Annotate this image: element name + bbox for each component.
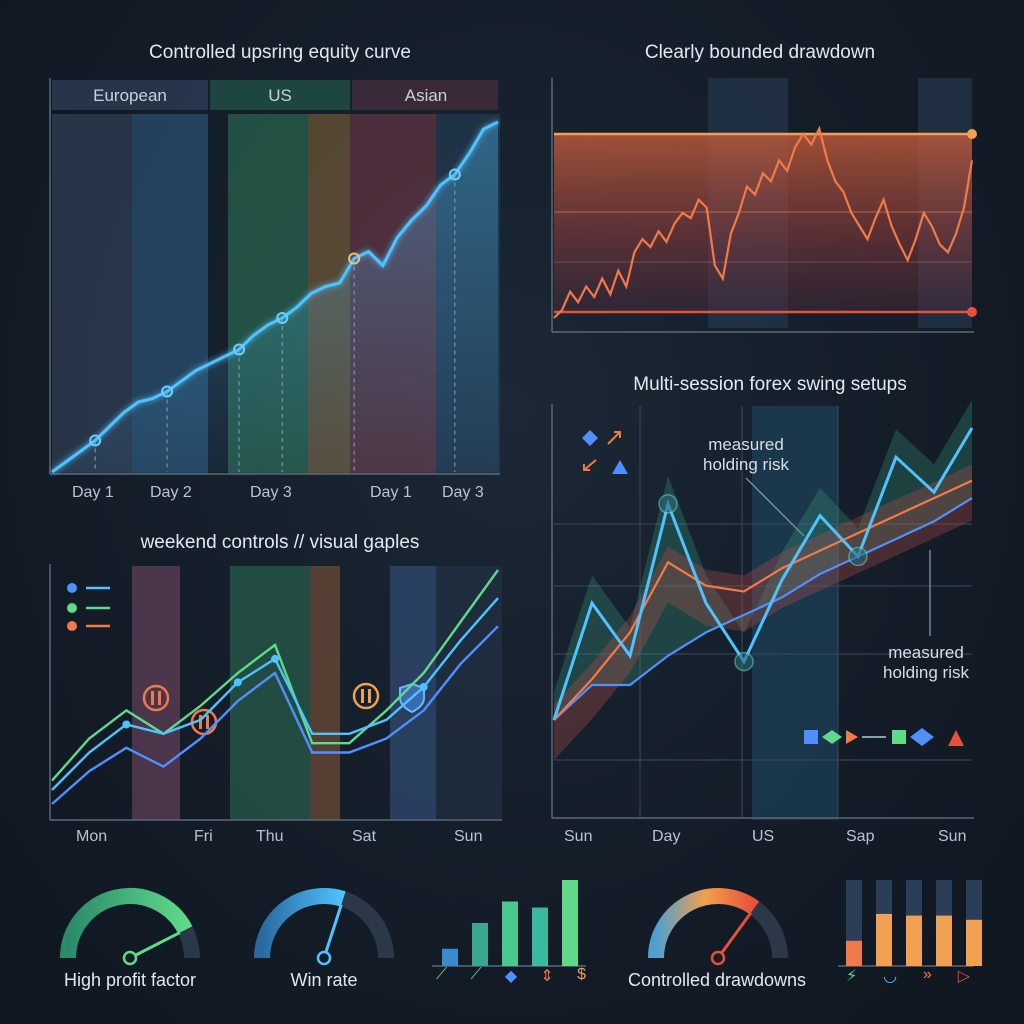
gauge-hub (316, 950, 332, 966)
session-label-asian: Asian (405, 86, 448, 105)
mini-bar (966, 919, 982, 966)
swing-x-tick-5: Sun (938, 828, 967, 845)
chevrons-icon: » (922, 966, 932, 983)
weekend-x-tick-4: Sat (352, 828, 377, 845)
gauge-needle (129, 931, 181, 960)
equity-marker (276, 312, 289, 324)
glyph-icon: ⟋ (436, 966, 448, 983)
weekend-point (419, 683, 428, 691)
mini-bar (876, 913, 892, 966)
legend-shape-row-icon (804, 728, 964, 746)
equity-chart: European US Asian (49, 78, 500, 475)
annotation-top-line2: holding risk (703, 455, 789, 474)
gauge-profit-factor (60, 888, 200, 966)
equity-x-tick-2: Day 2 (150, 484, 192, 501)
weekend-point (233, 678, 242, 687)
gauge-needle (322, 904, 343, 959)
mini-bar (472, 923, 488, 966)
weekend-series-line (51, 569, 499, 782)
mini-bar (502, 901, 518, 966)
drawdown-chart-title: Clearly bounded drawdown (644, 42, 876, 63)
annotation-right-line2: holding risk (883, 663, 969, 682)
swing-band-red (554, 464, 972, 760)
gauge-arc (254, 888, 346, 959)
weekend-series-line (51, 625, 499, 805)
bar-chart-mini-1-glyphs: ⟋ ⟋ ◆ ⇕ $ (436, 966, 586, 986)
annotation-right-line1: measured (888, 643, 964, 662)
swing-band-green (554, 400, 972, 720)
bar-chart-mini-2-glyphs: ⚡ ◡ » ▷ (846, 966, 970, 986)
swing-x-tick-1: Sun (564, 828, 593, 845)
dollar-icon: $ (577, 966, 586, 983)
equity-area (52, 122, 498, 472)
swing-series-line (553, 497, 973, 721)
gauge-hub (122, 950, 138, 966)
equity-marker (89, 434, 102, 447)
bar-chart-mini-2 (838, 880, 982, 967)
pause-icon (352, 682, 380, 710)
swing-chart-title: Multi-session forex swing setups (633, 374, 907, 395)
band-european (52, 114, 132, 474)
legend-shapes-icon (582, 430, 628, 474)
legend-blue-dot (67, 583, 77, 593)
equity-chart-title: Controlled upsring equity curve (149, 42, 411, 63)
weekend-x-tick-5: Sun (454, 828, 483, 845)
gauge-profit-factor-label: High profit factor (63, 970, 197, 990)
shield-icon: ◡ (883, 968, 898, 985)
gauge-win-rate (254, 888, 394, 966)
weekend-point (122, 720, 131, 729)
bolt-icon: ⚡ (846, 968, 858, 985)
gauge-drawdowns (648, 888, 788, 966)
swing-point (658, 494, 678, 514)
swing-point (848, 546, 868, 567)
gauge-hub (710, 950, 726, 966)
play-icon: ▷ (957, 968, 970, 985)
weekend-x-tick-3: Thu (256, 828, 284, 845)
gauge-drawdowns-label: Controlled drawdowns (627, 970, 807, 990)
equity-marker (348, 252, 361, 265)
legend-green-dot (67, 603, 77, 613)
swing-x-tick-3: US (752, 828, 775, 845)
equity-line (51, 120, 499, 474)
weekend-point (271, 654, 279, 663)
gauge-needle (716, 911, 753, 959)
equity-x-tick-4: Day 1 (370, 484, 412, 501)
glyph-icon: ⟋ (470, 966, 482, 983)
weekend-chart-title: weekend controls // visual gaples (140, 532, 420, 553)
arrows-icon: ⇕ (540, 968, 554, 985)
swing-x-tick-4: Sap (846, 828, 875, 845)
bar-chart-mini-1 (432, 880, 586, 967)
drawdown-chart (551, 78, 977, 333)
gauge-arc (648, 888, 760, 959)
swing-x-tick-2: Day (652, 828, 681, 845)
mini-bar (442, 948, 458, 966)
drawdown-line (553, 125, 974, 319)
weekend-x-tick-1: Mon (76, 828, 108, 845)
equity-x-tick-1: Day 1 (72, 484, 114, 501)
swing-series-line (553, 479, 973, 721)
mini-bar (846, 940, 862, 966)
swing-series-line (552, 427, 974, 721)
equity-x-tick-3: Day 3 (250, 484, 292, 501)
gauge-arc (60, 888, 193, 959)
mini-bar (532, 907, 548, 966)
equity-marker (233, 343, 246, 356)
pause-icon (142, 684, 170, 712)
mini-bar (562, 880, 578, 966)
mini-bar (936, 915, 952, 966)
swing-point (734, 651, 754, 672)
equity-marker (161, 385, 174, 398)
equity-marker (448, 168, 461, 181)
gauge-win-rate-label: Win rate (290, 970, 358, 990)
session-label-european: European (93, 86, 167, 105)
swing-chart: measured holding risk measured holding r… (551, 400, 974, 820)
equity-x-tick-5: Day 3 (442, 484, 484, 501)
diamond-icon: ◆ (504, 968, 518, 985)
legend-orange-dot (67, 621, 77, 631)
session-label-us: US (268, 86, 292, 105)
weekend-chart (49, 564, 502, 821)
weekend-x-tick-2: Fri (194, 828, 213, 845)
annotation-top-line1: measured (708, 435, 784, 454)
mini-bar (906, 915, 922, 966)
